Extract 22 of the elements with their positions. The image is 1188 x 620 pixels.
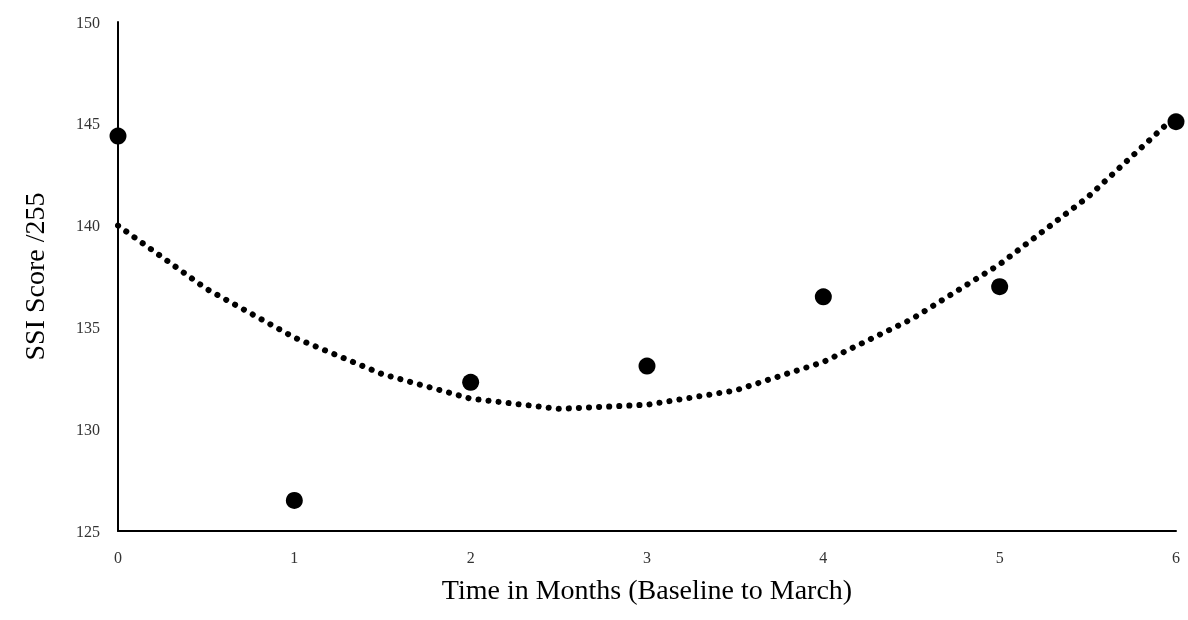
y-tick-label: 140 (76, 217, 100, 235)
x-tick-label: 0 (114, 548, 122, 566)
point (285, 491, 303, 509)
point (638, 357, 656, 375)
y-tick-label: 145 (76, 115, 100, 133)
x-tick-label: 6 (1172, 548, 1180, 566)
y-tick-label: 135 (76, 318, 100, 336)
y-tick-label: 125 (76, 522, 100, 540)
y-axis-title: SSI Score /255 (18, 192, 50, 361)
x-axis-title: Time in Months (Baseline to March) (441, 573, 853, 605)
x-tick-label: 5 (995, 548, 1004, 566)
x-tick-label: 2 (466, 548, 475, 566)
y-tick-label: 130 (76, 420, 100, 438)
x-tick-label: 1 (290, 548, 299, 566)
point (991, 278, 1009, 296)
point (1167, 113, 1185, 131)
y-tick-label: 150 (76, 13, 100, 31)
x-tick-label: 4 (819, 548, 828, 566)
point (814, 288, 832, 306)
x-tick-label: 3 (643, 548, 651, 566)
point (462, 373, 480, 391)
point (109, 127, 127, 145)
